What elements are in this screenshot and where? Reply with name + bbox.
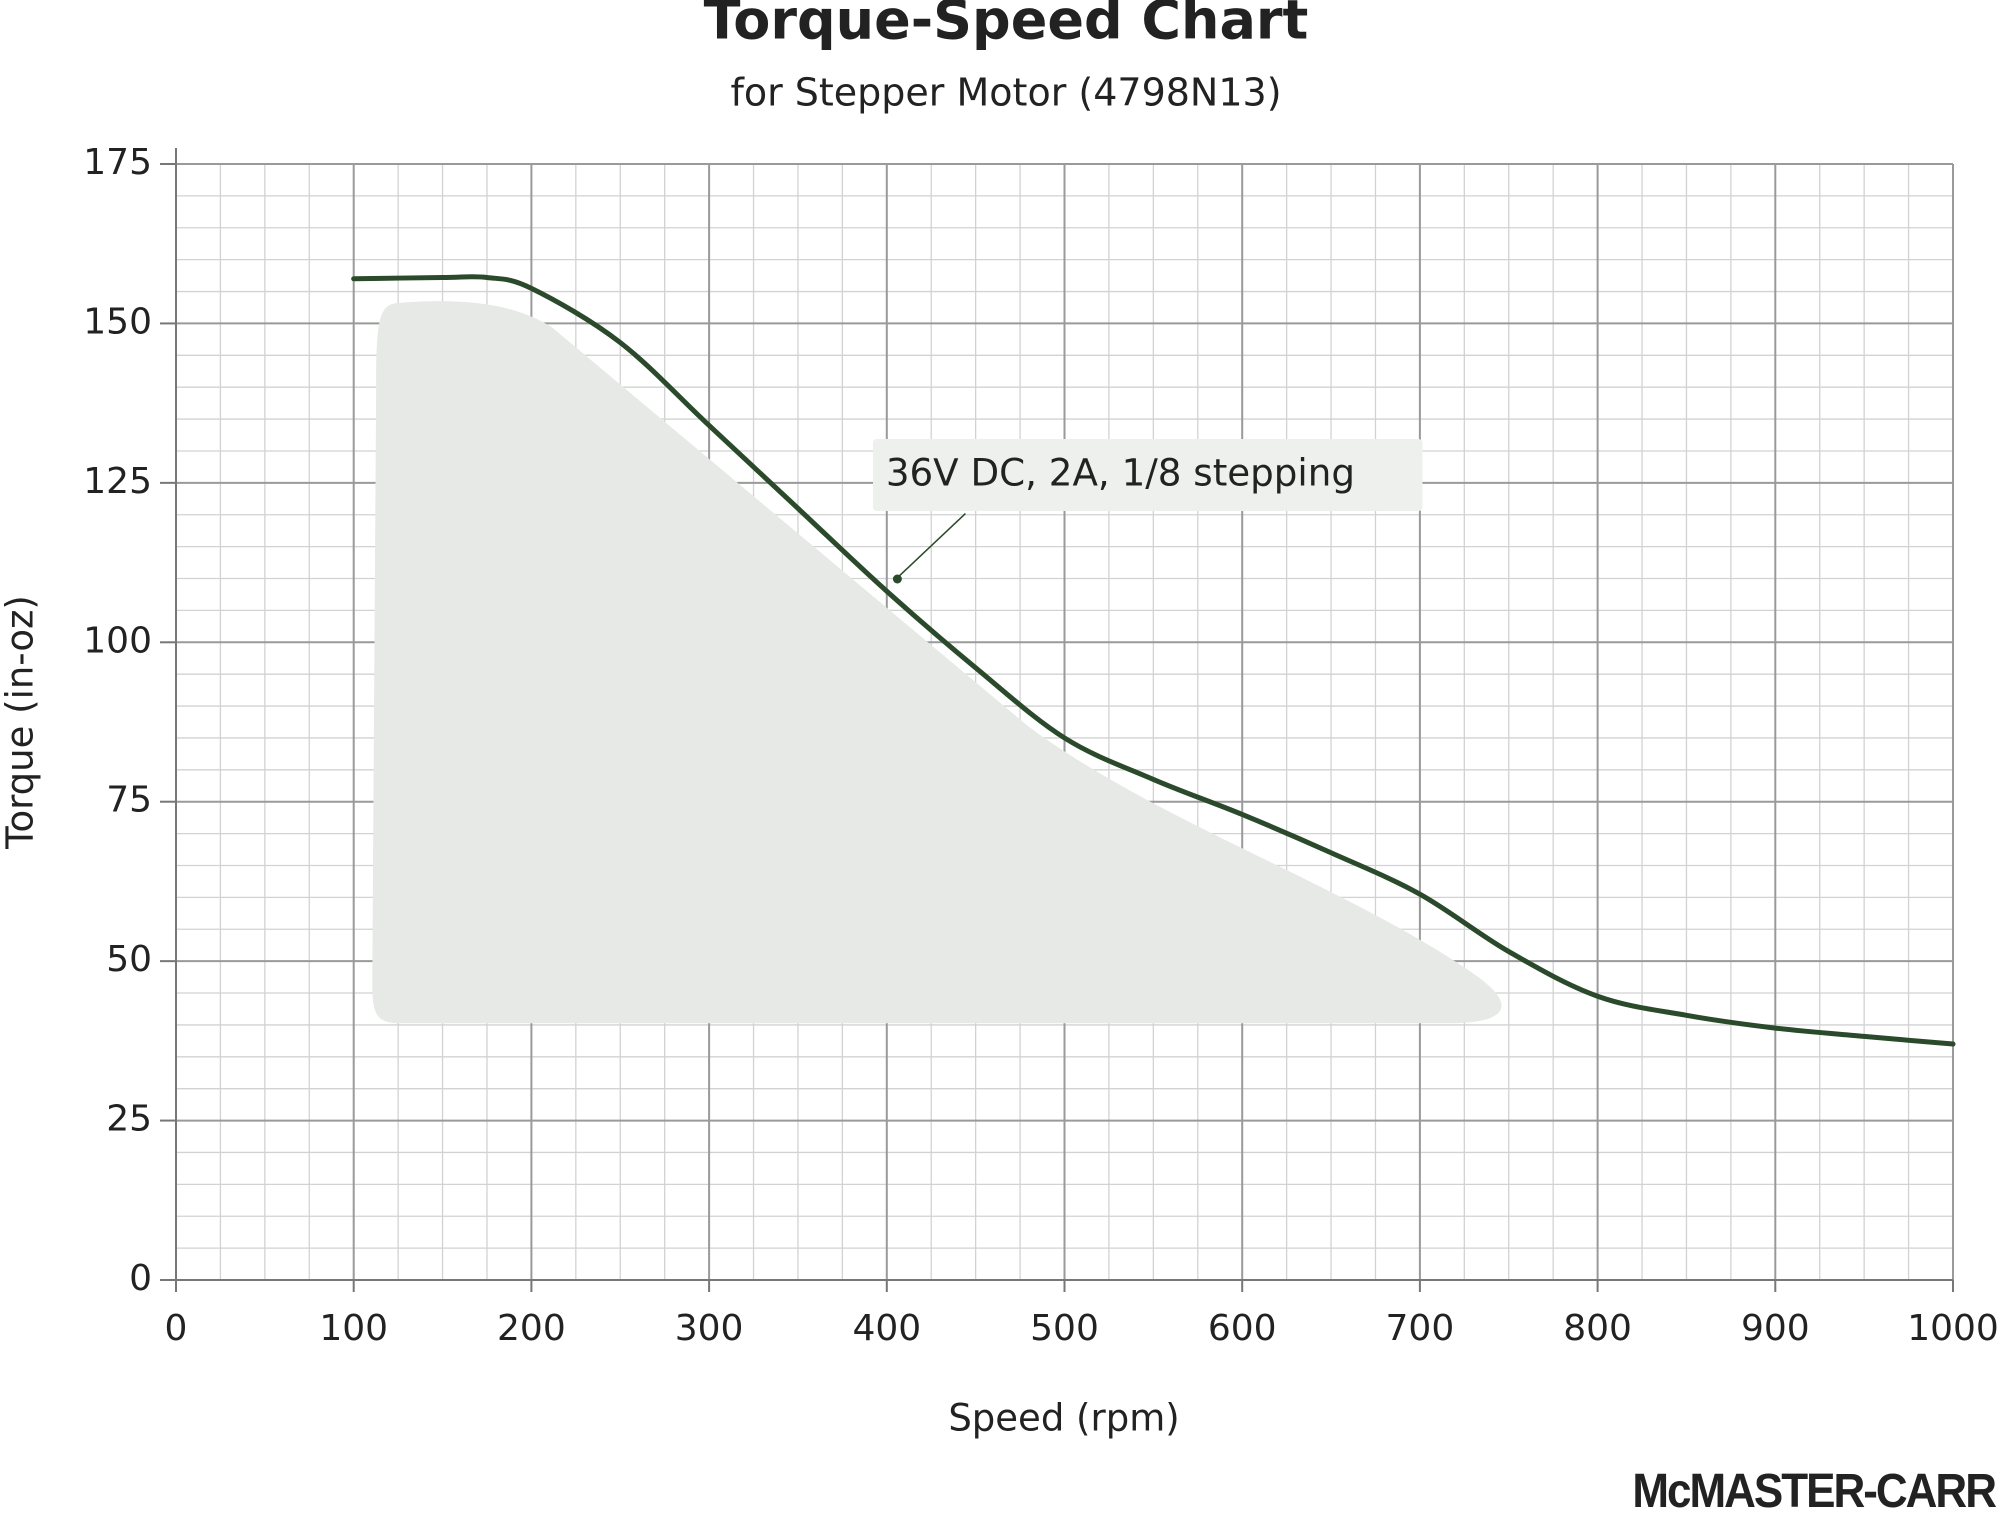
annotation-text: 36V DC, 2A, 1/8 stepping	[886, 451, 1355, 495]
y-tick-label: 175	[83, 142, 152, 183]
x-tick-label: 800	[1563, 1308, 1632, 1349]
y-tick-label: 0	[129, 1258, 152, 1299]
annotation-box	[872, 439, 1423, 511]
y-tick-label: 100	[83, 620, 152, 661]
logo: McMASTER-CARR	[1632, 1463, 1996, 1516]
y-axis-label: Torque (in-oz)	[0, 595, 42, 850]
line	[351, 274, 1956, 1047]
annotation-leader	[895, 512, 966, 580]
x-tick-label: 1000	[1907, 1308, 1999, 1349]
chart-title: Torque-Speed Chart	[704, 0, 1309, 52]
x-tick-label: 500	[1030, 1308, 1099, 1349]
shaded-region	[372, 301, 1502, 1024]
chart-subtitle: for Stepper Motor (4798N13)	[730, 71, 1281, 115]
x-axis-label: Speed (rpm)	[948, 1397, 1179, 1440]
x-tick-label: 600	[1208, 1308, 1277, 1349]
x-tick-label: 400	[852, 1308, 921, 1349]
x-tick-label: 900	[1741, 1308, 1810, 1349]
x-tick-label: 700	[1386, 1308, 1455, 1349]
annotation: 36V DC, 2A, 1/8 stepping	[872, 439, 1423, 584]
y-tick-label: 25	[106, 1099, 152, 1140]
annotation-dot	[892, 574, 902, 584]
x-tick-label: 300	[675, 1308, 744, 1349]
x-tick-label: 200	[497, 1308, 566, 1349]
y-tick-label: 50	[106, 939, 152, 980]
y-tick-label: 125	[83, 461, 152, 502]
y-tick-label: 75	[106, 780, 152, 821]
x-tick-label: 100	[319, 1308, 388, 1349]
plot	[351, 274, 1956, 1047]
y-tick-label: 150	[83, 301, 152, 342]
x-tick-label: 0	[165, 1308, 188, 1349]
